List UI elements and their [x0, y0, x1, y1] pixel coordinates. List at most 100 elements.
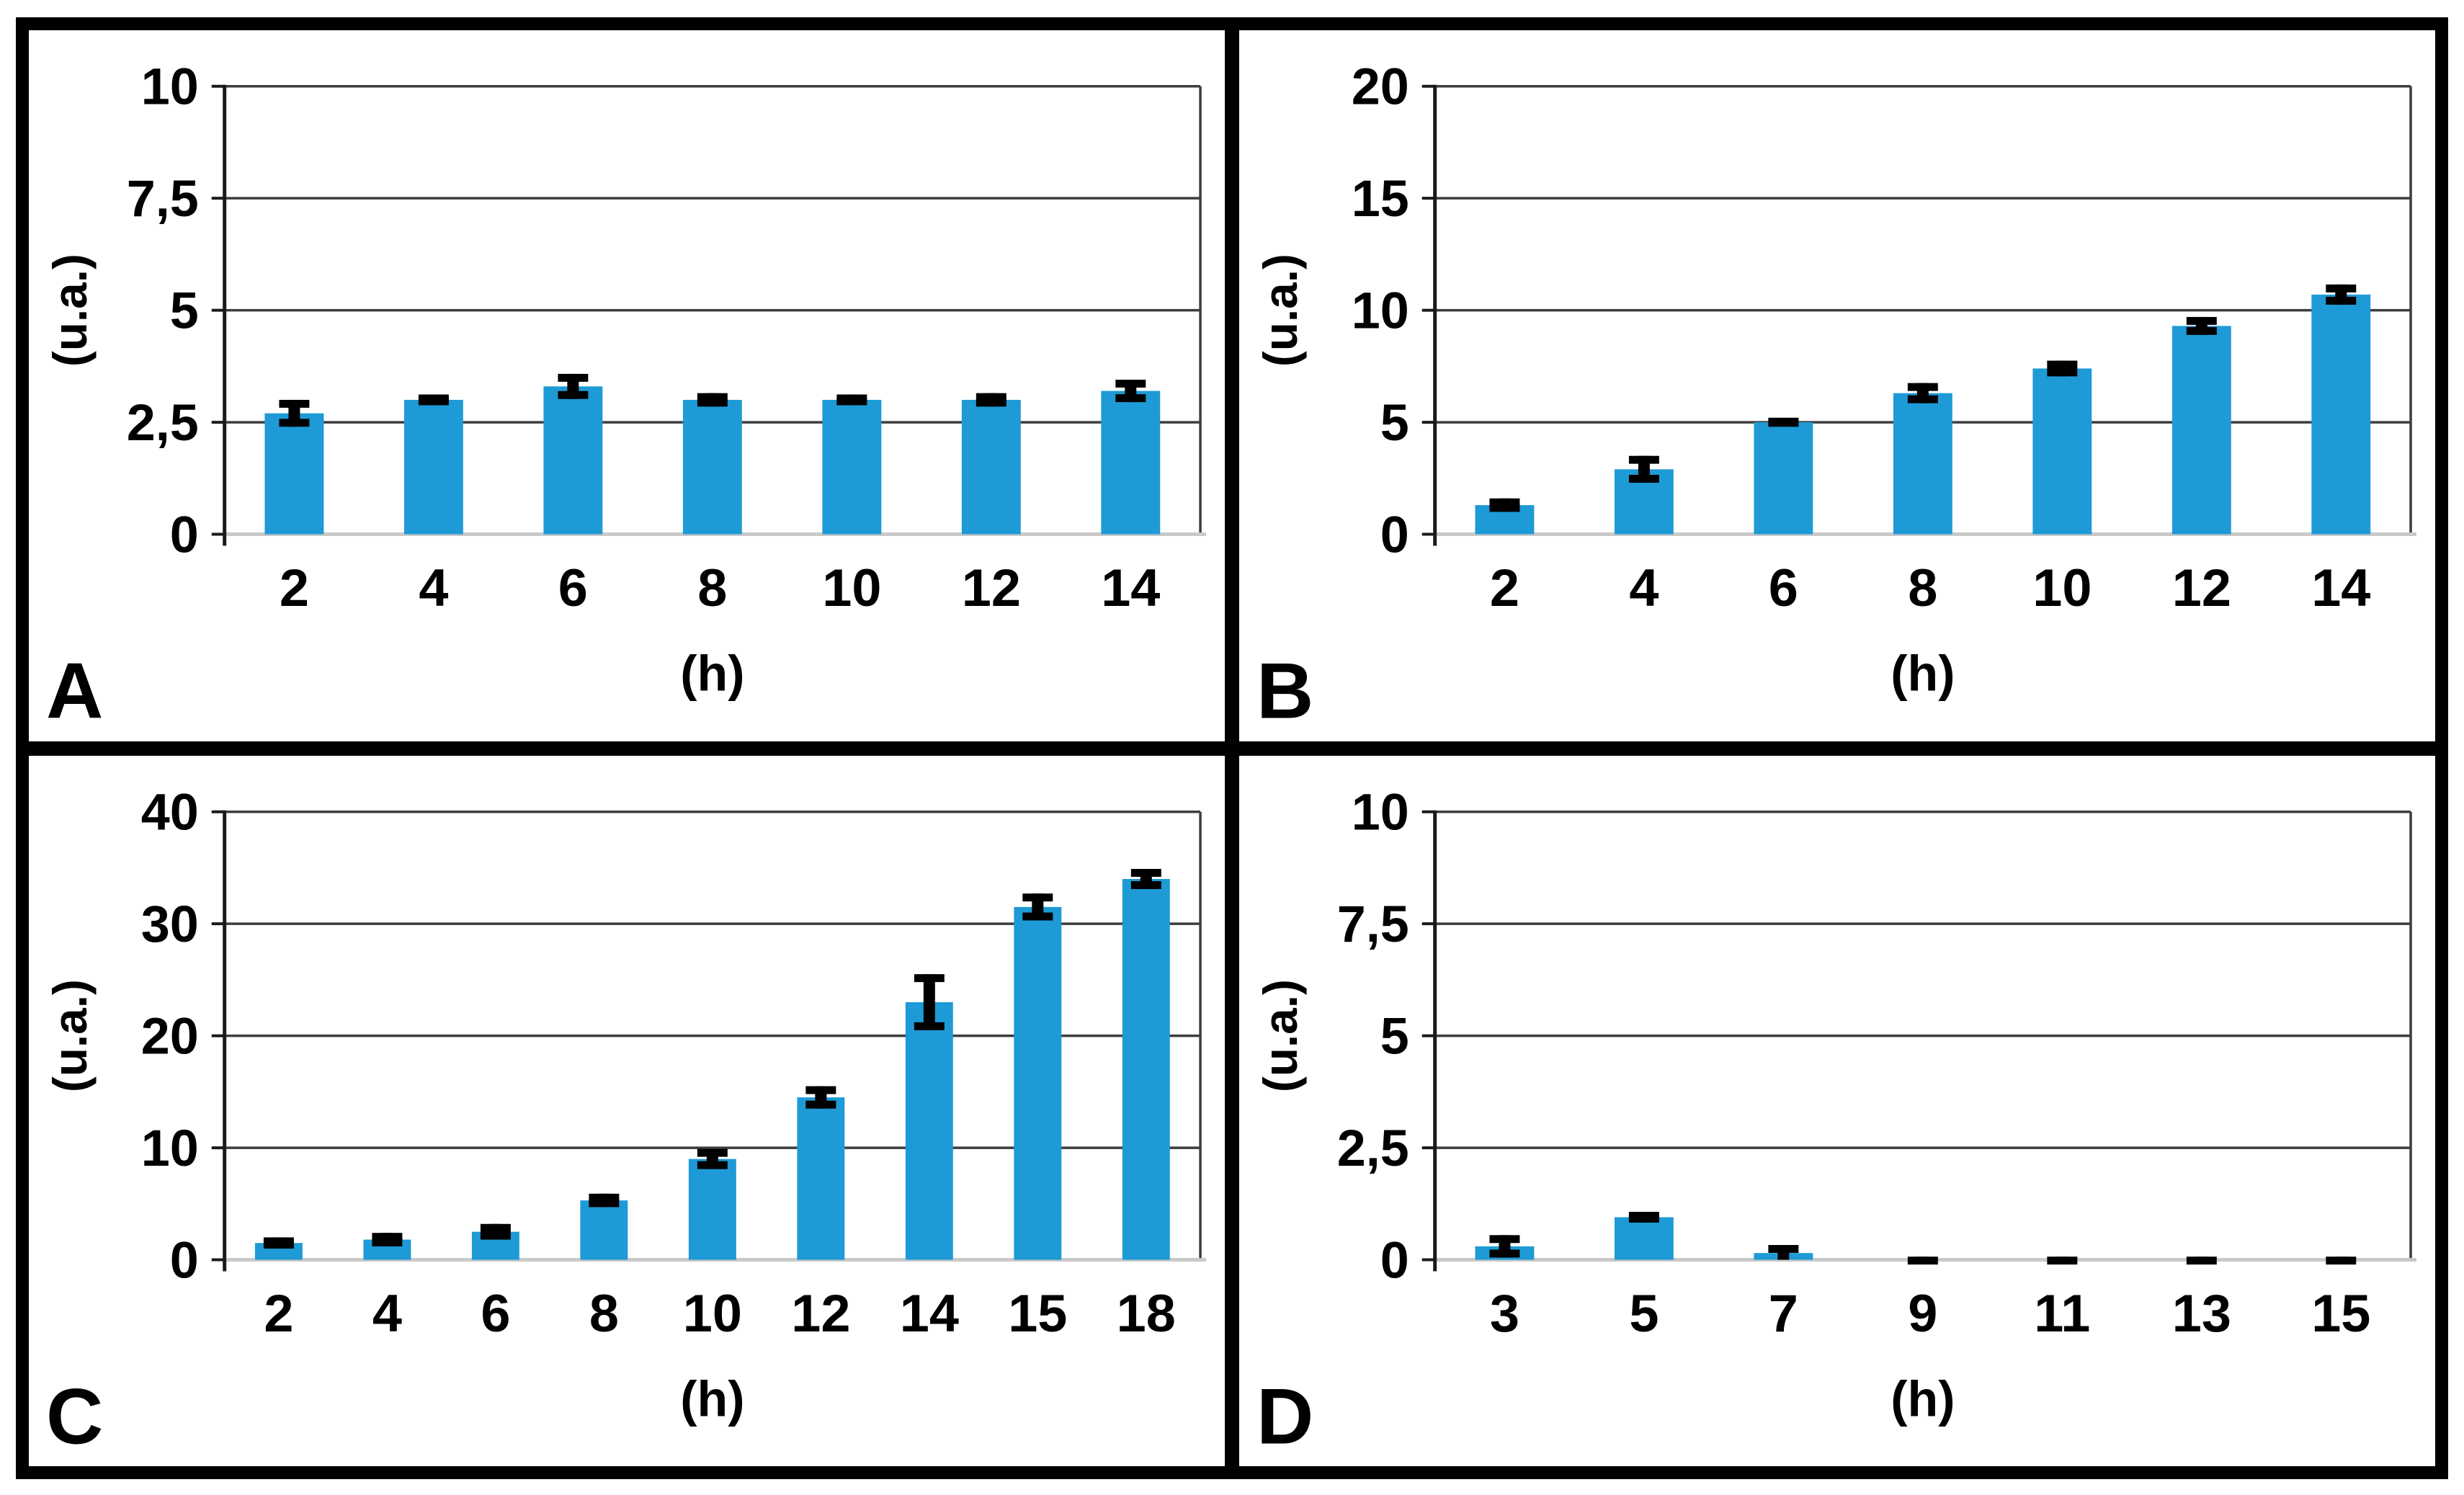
x-tick-label: 12	[962, 558, 1021, 617]
panel-letter: D	[1256, 1373, 1313, 1460]
error-bar-cap-bottom	[2047, 368, 2078, 377]
bar	[543, 386, 603, 535]
error-bar-cap-top	[976, 393, 1006, 401]
error-bar-cap-top	[558, 373, 589, 382]
bar	[905, 1001, 953, 1260]
bar	[1014, 906, 1062, 1260]
panel-b: 0 5 10 15 20 (u.a.) 2 4 6 8 10 12 14 (h) B	[1239, 30, 2435, 741]
error-bar-cap-top	[2186, 316, 2217, 325]
bar	[961, 399, 1021, 535]
x-tick-label: 12	[791, 1283, 850, 1343]
error-bar-cap-top	[1115, 379, 1146, 388]
error-bar-cap-top	[279, 399, 310, 408]
error-bar-cap-bottom	[2326, 296, 2357, 305]
y-tick-label: 0	[1380, 1231, 1409, 1289]
error-bar-cap-top	[1489, 498, 1520, 506]
error-bar-cap-bottom	[263, 1240, 294, 1249]
bar	[264, 413, 324, 535]
error-bar-cap-top	[1489, 1234, 1520, 1243]
y-axis-title: (u.a.)	[43, 979, 97, 1092]
error-bar-cap-top	[2047, 1256, 2078, 1264]
error-bar-cap-bottom	[1628, 475, 1659, 483]
error-bar-cap-bottom	[1768, 417, 1799, 426]
error-bar-cap-bottom	[1907, 395, 1938, 403]
y-tick-label: 5	[1380, 1007, 1409, 1065]
error-bar-cap-bottom	[279, 419, 310, 427]
panel-c: 0 10 20 30 40 (u.a.) 2 4 6 8 10 12 14 15 18 (h) C	[29, 755, 1225, 1466]
x-tick-label: 8	[589, 1283, 619, 1343]
error-bar-cap-bottom	[2186, 326, 2217, 335]
x-axis-title: (h)	[1891, 1370, 1955, 1427]
x-tick-label: 8	[1908, 558, 1937, 617]
x-tick-label: 14	[900, 1283, 959, 1343]
y-tick-label: 0	[1380, 506, 1409, 564]
error-bar-cap-top	[1907, 383, 1938, 391]
error-bar-cap-top	[1022, 893, 1053, 901]
error-bar-cap-top	[914, 973, 945, 982]
error-bar-cap-bottom	[836, 397, 867, 406]
bar	[688, 1159, 736, 1260]
x-tick-label: 6	[1769, 558, 1798, 617]
x-tick-label: 2	[280, 558, 309, 617]
x-tick-label: 10	[683, 1283, 742, 1343]
error-bar-cap-bottom	[418, 397, 449, 406]
error-bar-cap-bottom	[1489, 504, 1520, 512]
x-tick-label: 15	[1008, 1283, 1067, 1343]
bar	[2171, 326, 2231, 535]
y-tick-label: 5	[1380, 394, 1409, 452]
x-tick-label: 4	[372, 1283, 402, 1343]
x-tick-label: 15	[2311, 1283, 2370, 1343]
panel-letter: A	[46, 648, 103, 736]
bar	[822, 399, 882, 535]
panel-d: 0 2,5 5 7,5 10 (u.a.) 3 5 7 9 11 13 15 (h) D	[1239, 755, 2435, 1466]
x-tick-label: 6	[558, 558, 588, 617]
error-bar-cap-top	[1907, 1256, 1938, 1264]
error-bar-cap-bottom	[697, 398, 728, 407]
y-tick-label: 40	[141, 783, 199, 841]
y-tick-label: 2,5	[1337, 1120, 1409, 1177]
y-tick-label: 0	[170, 1231, 199, 1289]
error-bar-cap-top	[697, 1148, 728, 1157]
y-tick-label: 15	[1352, 170, 1409, 228]
error-bar-cap-top	[697, 393, 728, 401]
y-tick-label: 7,5	[127, 170, 199, 228]
error-bar-cap-top	[2326, 284, 2357, 293]
x-tick-label: 4	[1629, 558, 1659, 617]
x-tick-label: 6	[481, 1283, 510, 1343]
x-tick-label: 2	[1490, 558, 1519, 617]
x-tick-label: 8	[697, 558, 727, 617]
y-tick-label: 10	[141, 58, 199, 116]
bar	[1614, 1216, 1674, 1260]
bar	[1101, 391, 1161, 535]
panel-letter: C	[46, 1373, 103, 1460]
error-bar-cap-bottom	[1022, 912, 1053, 921]
bar	[1893, 393, 1952, 535]
error-bar-cap-bottom	[480, 1231, 511, 1240]
x-tick-label: 18	[1117, 1283, 1176, 1343]
error-bar-cap-top	[589, 1193, 620, 1202]
x-tick-label: 10	[2032, 558, 2092, 617]
error-bar-cap-bottom	[697, 1161, 728, 1169]
error-bar-cap-bottom	[976, 398, 1006, 407]
error-bar-cap-top	[2047, 360, 2078, 369]
error-bar-cap-bottom	[1628, 1214, 1659, 1223]
bar	[580, 1200, 628, 1260]
panel-a: 0 2,5 5 7,5 10 (u.a.) 2 4 6 8 10 12 14 (h) A	[29, 30, 1225, 741]
error-bar-cap-top	[480, 1223, 511, 1232]
x-tick-label: 12	[2172, 558, 2231, 617]
error-bar	[923, 973, 935, 1030]
figure-frame: 0 2,5 5 7,5 10 (u.a.) 2 4 6 8 10 12 14 (h) A 0 5 10 15 20(…	[16, 17, 2448, 1479]
x-axis-title: (h)	[1891, 646, 1955, 702]
error-bar-cap-bottom	[372, 1238, 403, 1246]
error-bar-cap-bottom	[558, 391, 589, 399]
x-tick-label: 10	[822, 558, 881, 617]
panel-b-chart: 0 5 10 15 20 (u.a.) 2 4 6 8 10 12 14 (h) B	[1254, 58, 2417, 736]
bar	[2311, 294, 2371, 535]
y-tick-label: 0	[170, 506, 199, 564]
error-bar-cap-top	[805, 1086, 836, 1094]
y-tick-label: 7,5	[1337, 896, 1409, 953]
x-tick-label: 2	[264, 1283, 293, 1343]
error-bar-cap-bottom	[589, 1198, 620, 1207]
y-tick-label: 20	[1352, 58, 1409, 116]
x-tick-label: 11	[2034, 1283, 2090, 1343]
